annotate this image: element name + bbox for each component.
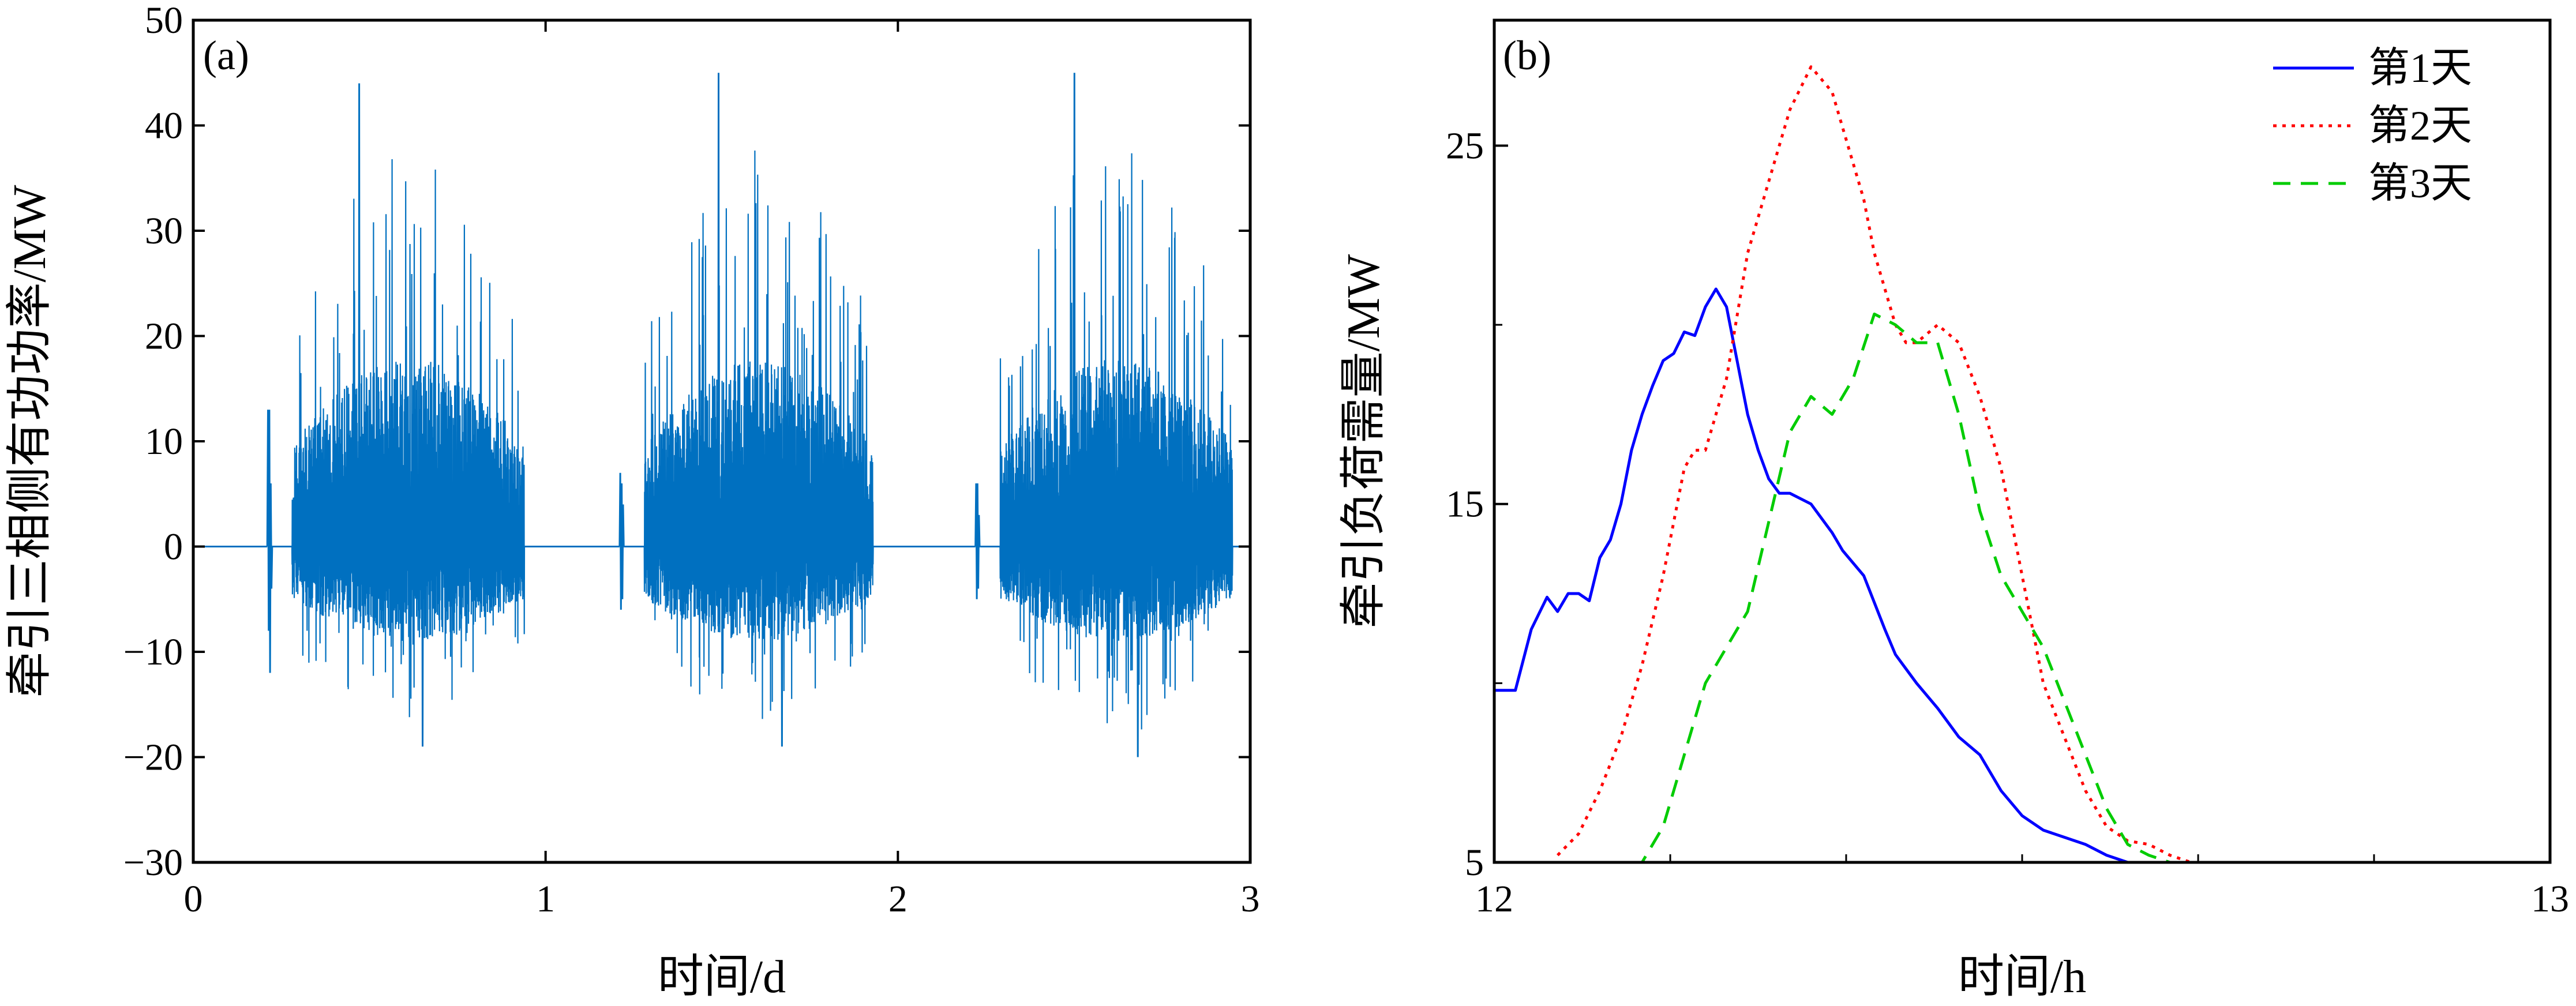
legend-label-day3: 第3天 [2368, 160, 2472, 207]
plot-area-b [1494, 65, 2196, 862]
y-tick-label-a: −20 [123, 737, 183, 779]
x-tick-label-b: 12 [1475, 878, 1513, 920]
signal-segment [266, 410, 275, 673]
x-axis-title-a: 时间/d [658, 952, 786, 1003]
signal-segment [974, 483, 981, 599]
series-line-day3 [1494, 312, 2174, 862]
y-tick-label-a: 30 [145, 210, 183, 252]
y-tick-label-a: 20 [145, 316, 183, 358]
x-tick-label-a: 3 [1241, 878, 1260, 920]
chart-panel-a: 0 1 2 3 −30 −20 −10 0 10 20 30 40 50 (a) 时间/d 牵引三相侧有… [5, 0, 1260, 1003]
ticks-a: 0 1 2 3 −30 −20 −10 0 10 20 30 40 50 [123, 0, 1260, 920]
signal-burst [999, 153, 1233, 730]
y-axis-title-b: 牵引负荷需量/MW [1338, 254, 1389, 628]
y-tick-label-a: 10 [145, 421, 183, 463]
x-tick-label-a: 0 [184, 878, 203, 920]
plot-area-a [193, 73, 1250, 757]
y-tick-label-b: 25 [1446, 125, 1484, 167]
y-tick-label-a: 40 [145, 105, 183, 147]
signal-peak [358, 83, 424, 747]
y-tick-label-a: −30 [123, 842, 183, 884]
signal-peak [1073, 73, 1139, 757]
y-tick-label-a: 50 [145, 0, 183, 42]
y-tick-label-a: 0 [164, 526, 183, 568]
ticks-b: 12 13 5 15 25 [1446, 125, 2569, 920]
panel-label-a: (a) [203, 32, 249, 78]
legend: 第1天 第2天 第3天 [2273, 45, 2472, 207]
legend-label-day2: 第2天 [2368, 103, 2472, 149]
signal-segment [618, 472, 625, 610]
series-line-day1 [1494, 287, 2132, 862]
y-tick-label-b: 15 [1446, 483, 1484, 525]
legend-label-day1: 第1天 [2368, 45, 2472, 91]
y-tick-label-a: −10 [123, 631, 183, 673]
y-axis-title-a: 牵引三相侧有功功率/MW [5, 185, 55, 697]
x-axis-title-b: 时间/h [1958, 952, 2086, 1003]
signal-burst [291, 159, 526, 718]
x-tick-label-a: 2 [888, 878, 908, 920]
x-tick-label-b: 13 [2531, 878, 2569, 920]
y-tick-label-b: 5 [1465, 842, 1484, 884]
chart-panel-b: 12 13 5 15 25 (b) 时间/h 牵引负荷需量/MW 第1天 第2天 第3天 [1338, 18, 2569, 1003]
x-tick-label-a: 1 [536, 878, 555, 920]
signal-peak [717, 73, 783, 747]
panel-label-b: (b) [1503, 32, 1551, 78]
signal-burst [643, 150, 874, 719]
series-line-day2 [1557, 65, 2196, 862]
